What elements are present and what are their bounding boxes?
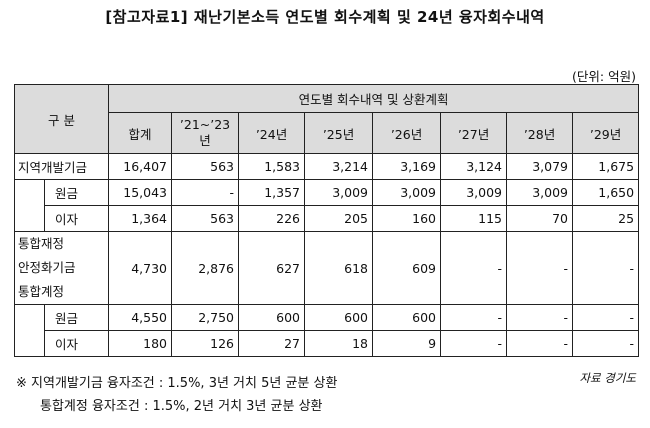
table-cell: - — [440, 231, 508, 305]
table-cell: - — [171, 179, 240, 206]
table-cell: 1,650 — [572, 179, 640, 206]
column-header-2029: ’29년 — [572, 112, 640, 154]
table-cell: 1,357 — [238, 179, 306, 206]
table-cell: 3,214 — [304, 153, 374, 180]
table-cell: - — [572, 231, 640, 305]
table-cell: 3,169 — [372, 153, 442, 180]
table-cell: 3,009 — [440, 179, 508, 206]
row-label-line: 통합재정 — [18, 236, 65, 251]
note-regional-fund: ※ 지역개발기금 융자조건 : 1.5%, 3년 거치 5년 균분 상환 — [16, 376, 338, 391]
table-row: 이자 1,364 563 226 205 160 115 70 25 — [15, 205, 640, 232]
header-row-columns: 합계 ’21~’23년 ’24년 ’25년 ’26년 ’27년 ’28년 ’29… — [15, 112, 640, 154]
column-header-2027: ’27년 — [440, 112, 508, 154]
table-cell: 27 — [238, 330, 306, 357]
table-row: 원금 4,550 2,750 600 600 600 - - - — [14, 304, 640, 357]
table-cell: 3,009 — [304, 179, 374, 206]
table-cell: 609 — [372, 231, 442, 305]
column-header-total: 합계 — [108, 112, 173, 154]
table-cell: 2,876 — [171, 231, 240, 305]
table-row: 통합재정 안정화기금 통합계정 4,730 2,876 627 618 609 … — [13, 231, 640, 305]
column-header-2025: ’25년 — [304, 112, 374, 154]
column-header-2026: ’26년 — [372, 112, 442, 154]
table-cell: 16,407 — [108, 153, 173, 180]
table-row: 이자 180 126 27 18 9 - - - — [15, 330, 640, 357]
table-cell: 2,750 — [171, 304, 240, 331]
row-label-interest: 이자 — [43, 205, 110, 232]
table-cell: 3,124 — [440, 153, 508, 180]
table-cell: 25 — [572, 205, 640, 232]
table-cell: 600 — [304, 304, 374, 331]
table-cell: 600 — [372, 304, 442, 331]
table-cell: - — [440, 330, 508, 357]
repayment-table: 구 분 연도별 회수내역 및 상환계획 합계 ’21~’23년 ’24년 ’25… — [13, 84, 640, 357]
row-label-principal: 원금 — [43, 179, 110, 206]
indent-cell — [14, 304, 45, 357]
table-cell: 4,550 — [108, 304, 173, 331]
table-cell: 126 — [171, 330, 240, 357]
table-cell: 160 — [372, 205, 442, 232]
table-row: 원금 15,043 - 1,357 3,009 3,009 3,009 3,00… — [14, 179, 640, 232]
table-cell: 3,009 — [506, 179, 574, 206]
category-header: 구 분 — [13, 84, 110, 154]
group-header: 연도별 회수내역 및 상환계획 — [108, 84, 640, 113]
document-title: [참고자료1] 재난기본소득 연도별 회수계획 및 24년 융자회수내역 — [105, 8, 545, 26]
row-label-line: 통합계정 — [18, 284, 65, 299]
table-cell: 563 — [171, 205, 240, 232]
table-cell: - — [440, 304, 508, 331]
table-cell: 1,583 — [238, 153, 306, 180]
table-cell: - — [572, 304, 640, 331]
row-label-regional-fund: 지역개발기금 — [13, 153, 110, 180]
indent-cell — [14, 179, 45, 232]
table-cell: 15,043 — [108, 179, 173, 206]
table-cell: - — [506, 231, 574, 305]
table-cell: 180 — [108, 330, 173, 357]
table-cell: 618 — [304, 231, 374, 305]
table-cell: 9 — [372, 330, 442, 357]
table-cell: - — [506, 304, 574, 331]
table-row: 지역개발기금 16,407 563 1,583 3,214 3,169 3,12… — [13, 153, 640, 180]
table-cell: - — [572, 330, 640, 357]
note-integrated-account: 통합계정 융자조건 : 1.5%, 2년 거치 3년 균분 상환 — [40, 399, 323, 414]
column-header-2028: ’28년 — [506, 112, 574, 154]
table-cell: 3,079 — [506, 153, 574, 180]
column-header-2021-2023: ’21~’23년 — [171, 112, 240, 154]
row-label-line: 안정화기금 — [18, 260, 76, 275]
unit-label: (단위: 억원) — [572, 69, 636, 84]
row-label-integrated-fund: 통합재정 안정화기금 통합계정 — [13, 231, 110, 305]
table-cell: - — [506, 330, 574, 357]
table-cell: 205 — [304, 205, 374, 232]
table-cell: 70 — [506, 205, 574, 232]
table-cell: 115 — [440, 205, 508, 232]
table-cell: 4,730 — [108, 231, 173, 305]
header-row-group: 구 분 연도별 회수내역 및 상환계획 — [13, 84, 640, 154]
table-cell: 1,675 — [572, 153, 640, 180]
table-cell: 627 — [238, 231, 306, 305]
table-cell: 600 — [238, 304, 306, 331]
table-cell: 563 — [171, 153, 240, 180]
source-label: 자료 경기도 — [579, 371, 636, 385]
table-cell: 18 — [304, 330, 374, 357]
table-cell: 1,364 — [108, 205, 173, 232]
row-label-principal: 원금 — [43, 304, 110, 331]
table-cell: 226 — [238, 205, 306, 232]
column-header-2024: ’24년 — [238, 112, 306, 154]
row-label-interest: 이자 — [43, 330, 110, 357]
table-cell: 3,009 — [372, 179, 442, 206]
